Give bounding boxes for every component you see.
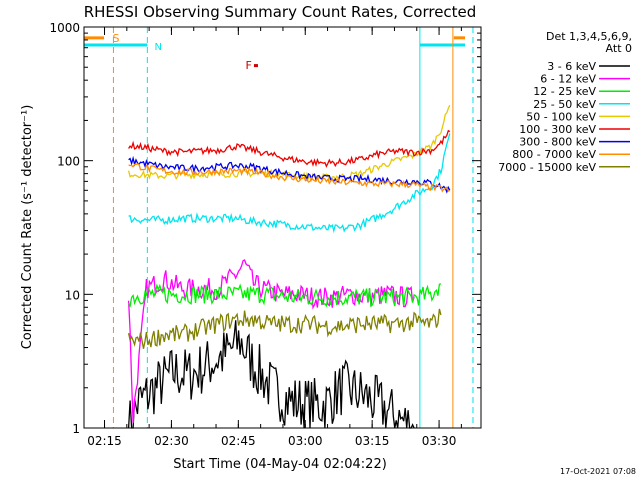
legend-label: 12 - 25 keV [533,85,596,98]
series-line-8 [128,163,451,193]
x-tick-label: 03:15 [355,434,390,448]
y-tick-label: 10 [65,288,80,302]
legend-label: 300 - 800 keV [519,136,596,149]
x-tick-label: 02:30 [154,434,189,448]
flag-label-s: S [113,32,120,45]
x-tick-label: 03:00 [288,434,323,448]
x-axis: 02:15 02:30 02:45 03:00 03:15 03:30 [87,27,462,448]
event-lines [112,27,474,428]
legend-label: 25 - 50 keV [533,98,596,111]
chart-title: RHESSI Observing Summary Count Rates, Co… [84,3,477,21]
series-line-7 [128,155,451,194]
series-lines [127,104,451,429]
y-axis: 1 10 100 1000 [49,21,481,436]
legend-label: 7000 - 15000 keV [498,161,596,174]
legend-label: 100 - 300 keV [519,123,596,136]
series-line-3 [128,283,442,308]
x-tick-label: 02:15 [87,434,122,448]
legend-header-line-2: Att 0 [606,42,632,55]
x-tick-label: 02:45 [221,434,256,448]
y-axis-label: Corrected Count Rate (s⁻¹ detector⁻¹) [20,105,35,350]
series-line-9 [127,308,442,349]
x-axis-label: Start Time (04-May-04 02:04:22) [173,457,387,472]
series-line-6 [128,129,451,168]
series-line-1 [127,320,415,429]
series-line-2 [127,259,415,424]
flag-bars: S N F [84,32,465,72]
legend-header-line-1: Det 1,3,4,5,6,9, [546,30,632,43]
series-line-5 [127,104,451,183]
legend-label: 6 - 12 keV [540,73,596,86]
flag-label-n: N [154,42,161,53]
legend-label: 50 - 100 keV [526,110,596,123]
series-line-4 [128,133,451,234]
plot-frame [83,26,482,429]
y-tick-label: 100 [57,155,80,169]
x-tick-label: 03:30 [422,434,457,448]
footer-date: 17-Oct-2021 07:08 [560,467,636,476]
y-tick-label: 1000 [49,21,80,35]
flag-marker-f [253,64,258,68]
flag-label-f: F [245,59,251,72]
legend-label: 3 - 6 keV [547,60,596,73]
y-tick-label: 1 [72,422,80,436]
legend-label: 800 - 7000 keV [512,148,596,161]
